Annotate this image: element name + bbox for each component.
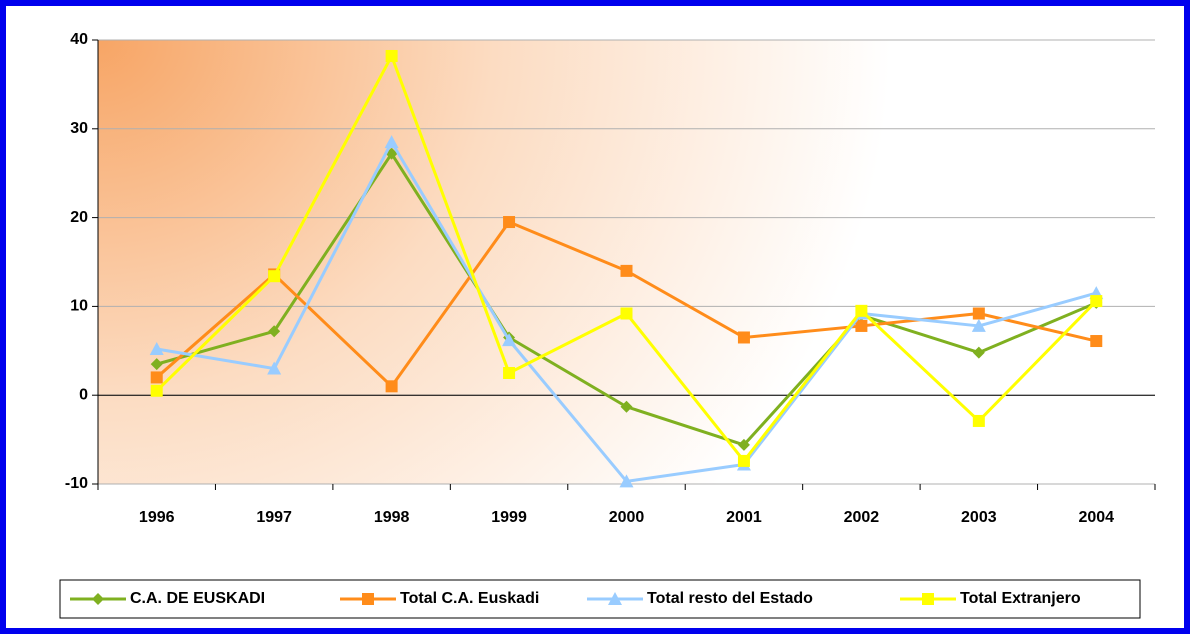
x-tick-label: 2001: [726, 509, 762, 526]
marker: [971, 318, 986, 332]
x-tick-label: 2002: [844, 509, 880, 526]
y-tick-label: 20: [70, 209, 88, 226]
x-tick-label: 1997: [256, 509, 292, 526]
x-tick-label: 2004: [1078, 509, 1114, 526]
marker: [92, 593, 104, 605]
marker: [385, 380, 398, 393]
marker: [502, 333, 517, 347]
marker: [737, 438, 750, 451]
marker: [737, 331, 750, 344]
x-tick-label: 1999: [491, 509, 527, 526]
marker: [503, 216, 516, 229]
y-tick-label: 0: [79, 386, 88, 403]
x-tick-label: 2003: [961, 509, 997, 526]
y-tick-label: 30: [70, 120, 88, 137]
x-tick-label: 1998: [374, 509, 410, 526]
marker: [268, 325, 281, 338]
marker: [972, 414, 985, 427]
legend-label: C.A. DE EUSKADI: [130, 590, 265, 607]
plot-area: [98, 40, 1155, 484]
marker: [268, 270, 281, 283]
marker: [150, 371, 163, 384]
x-tick-label: 1996: [139, 509, 175, 526]
marker: [150, 384, 163, 397]
marker: [620, 264, 633, 277]
marker: [385, 49, 398, 62]
marker: [267, 361, 282, 375]
legend-label: Total Extranjero: [960, 590, 1081, 607]
marker: [384, 135, 399, 149]
legend-label: Total resto del Estado: [647, 590, 813, 607]
marker: [362, 593, 374, 605]
y-tick-label: -10: [65, 475, 88, 492]
legend-label: Total C.A. Euskadi: [400, 590, 539, 607]
y-tick-label: 10: [70, 298, 88, 315]
marker: [972, 307, 985, 320]
marker: [619, 474, 634, 488]
marker: [149, 342, 164, 356]
marker: [620, 400, 633, 413]
marker: [737, 454, 750, 467]
marker: [608, 592, 622, 605]
y-tick-label: 40: [70, 31, 88, 48]
marker: [1090, 335, 1103, 348]
marker: [1090, 295, 1103, 308]
marker: [150, 358, 163, 371]
marker: [972, 346, 985, 359]
x-tick-label: 2000: [609, 509, 645, 526]
marker: [855, 319, 868, 332]
marker: [855, 304, 868, 317]
marker: [503, 367, 516, 379]
marker: [620, 307, 633, 320]
marker: [922, 593, 934, 605]
